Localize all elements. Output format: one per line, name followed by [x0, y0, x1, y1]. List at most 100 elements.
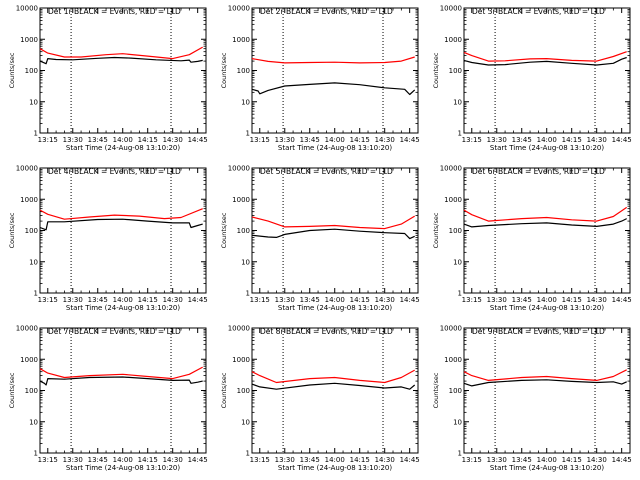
- x-tick-label: 14:30: [375, 456, 395, 464]
- plot-frame: [39, 327, 207, 454]
- y-tick-label: 10: [29, 418, 38, 426]
- events-series-line: [39, 376, 203, 386]
- y-axis-label: Counts/sec: [432, 372, 440, 408]
- x-tick-label: 13:30: [63, 296, 83, 304]
- x-tick-label: 13:45: [300, 136, 320, 144]
- events-series-line: [251, 228, 415, 240]
- x-tick-label: 13:15: [250, 136, 270, 144]
- x-tick-label: 13:45: [88, 136, 108, 144]
- x-axis-label: Start Time (24-Aug-08 13:10:20): [66, 144, 180, 152]
- events-series-line: [251, 382, 416, 390]
- plot-frame: [251, 7, 419, 134]
- x-tick-label: 13:15: [250, 296, 270, 304]
- lld-series-line: [39, 46, 203, 60]
- x-tick-label: 14:45: [612, 136, 632, 144]
- x-tick-label: 14:45: [400, 296, 420, 304]
- y-tick-label: 10000: [228, 165, 250, 173]
- panel-det-8: Det 8r BLACK = Events, RED = LLD 1 10 100 10…: [220, 325, 420, 473]
- x-tick-label: 14:15: [350, 136, 370, 144]
- events-series-line: [463, 218, 627, 228]
- y-tick-label: 1: [246, 290, 250, 298]
- y-axis-label: Counts/sec: [8, 52, 16, 88]
- y-tick-label: 10: [241, 418, 250, 426]
- plot-frame: [251, 167, 419, 294]
- x-tick-label: 14:00: [325, 456, 345, 464]
- x-tick-label: 14:45: [612, 296, 632, 304]
- x-tick-label: 13:30: [487, 136, 507, 144]
- y-tick-label: 1000: [20, 196, 38, 204]
- x-tick-label: 14:15: [138, 456, 158, 464]
- chart-title: Det 7r BLACK = Events, RED = LLD: [48, 327, 181, 336]
- events-series-line: [39, 56, 203, 65]
- x-axis-label: Start Time (24-Aug-08 13:10:20): [278, 144, 392, 152]
- x-axis-label: Start Time (24-Aug-08 13:10:20): [490, 144, 604, 152]
- y-tick-label: 1000: [20, 36, 38, 44]
- x-tick-label: 14:15: [138, 136, 158, 144]
- x-tick-label: 13:45: [88, 456, 108, 464]
- y-tick-label: 10000: [16, 5, 38, 13]
- x-tick-label: 14:15: [350, 456, 370, 464]
- x-tick-label: 14:30: [375, 136, 395, 144]
- lld-series-line: [251, 215, 416, 230]
- plot-frame: [39, 7, 207, 134]
- y-tick-label: 100: [25, 227, 38, 235]
- x-tick-label: 14:30: [163, 136, 183, 144]
- x-axis-label: Start Time (24-Aug-08 13:10:20): [490, 464, 604, 472]
- plot-frame: [463, 327, 631, 454]
- y-tick-label: 1000: [20, 356, 38, 364]
- panel-det-1: Det 1r BLACK = Events, RED = LLD 1 10 100 10…: [8, 5, 208, 153]
- y-tick-label: 1000: [232, 196, 250, 204]
- y-tick-label: 1: [34, 290, 38, 298]
- panel-det-5: Det 5r BLACK = Events, RED = LLD 1 10 100 10…: [220, 165, 420, 313]
- x-tick-label: 14:45: [188, 296, 208, 304]
- lld-series-line: [39, 366, 203, 380]
- events-series-line: [251, 82, 416, 96]
- plot-frame: [251, 327, 419, 454]
- x-tick-label: 14:15: [138, 296, 158, 304]
- y-tick-label: 1: [246, 450, 250, 458]
- x-tick-label: 13:15: [38, 456, 58, 464]
- y-tick-label: 100: [449, 387, 462, 395]
- y-axis-label: Counts/sec: [432, 212, 440, 248]
- x-axis-label: Start Time (24-Aug-08 13:10:20): [490, 304, 604, 312]
- lld-series-line: [39, 208, 203, 220]
- y-tick-label: 100: [25, 387, 38, 395]
- x-tick-label: 13:15: [462, 136, 482, 144]
- x-tick-label: 14:30: [587, 456, 607, 464]
- x-axis-label: Start Time (24-Aug-08 13:10:20): [278, 464, 392, 472]
- chart-title: Det 2r BLACK = Events, RED = LLD: [260, 7, 393, 16]
- plot-frame: [463, 7, 631, 134]
- y-tick-label: 10000: [440, 325, 462, 333]
- chart-title: Det 8r BLACK = Events, RED = LLD: [260, 327, 393, 336]
- x-tick-label: 14:00: [113, 136, 133, 144]
- y-axis-label: Counts/sec: [220, 212, 228, 248]
- y-tick-label: 1: [34, 450, 38, 458]
- x-tick-label: 14:00: [325, 296, 345, 304]
- panel-det-6: Det 6r BLACK = Events, RED = LLD 1 10 100 10…: [432, 165, 632, 313]
- x-tick-label: 13:45: [300, 456, 320, 464]
- x-tick-label: 14:00: [537, 456, 557, 464]
- x-tick-label: 13:15: [38, 296, 58, 304]
- x-tick-label: 13:45: [88, 296, 108, 304]
- x-tick-label: 14:15: [350, 296, 370, 304]
- y-tick-label: 10000: [440, 165, 462, 173]
- y-tick-label: 100: [237, 227, 250, 235]
- x-tick-label: 13:30: [487, 296, 507, 304]
- y-tick-label: 10: [453, 418, 462, 426]
- y-axis-label: Counts/sec: [220, 372, 228, 408]
- events-series-line: [39, 218, 203, 231]
- chart-title: Det 9r BLACK = Events, RED = LLD: [472, 327, 605, 336]
- chart-title: Det 1r BLACK = Events, RED = LLD: [48, 7, 181, 16]
- x-tick-label: 13:15: [462, 296, 482, 304]
- x-tick-label: 13:30: [275, 456, 295, 464]
- events-series-line: [463, 379, 627, 387]
- x-axis-label: Start Time (24-Aug-08 13:10:20): [278, 304, 392, 312]
- x-tick-label: 14:45: [400, 456, 420, 464]
- y-tick-label: 100: [25, 67, 38, 75]
- y-tick-label: 10: [29, 258, 38, 266]
- y-tick-label: 100: [237, 67, 250, 75]
- y-axis-label: Counts/sec: [220, 52, 228, 88]
- x-tick-label: 14:30: [163, 296, 183, 304]
- x-tick-label: 14:00: [113, 456, 133, 464]
- y-tick-label: 10: [453, 258, 462, 266]
